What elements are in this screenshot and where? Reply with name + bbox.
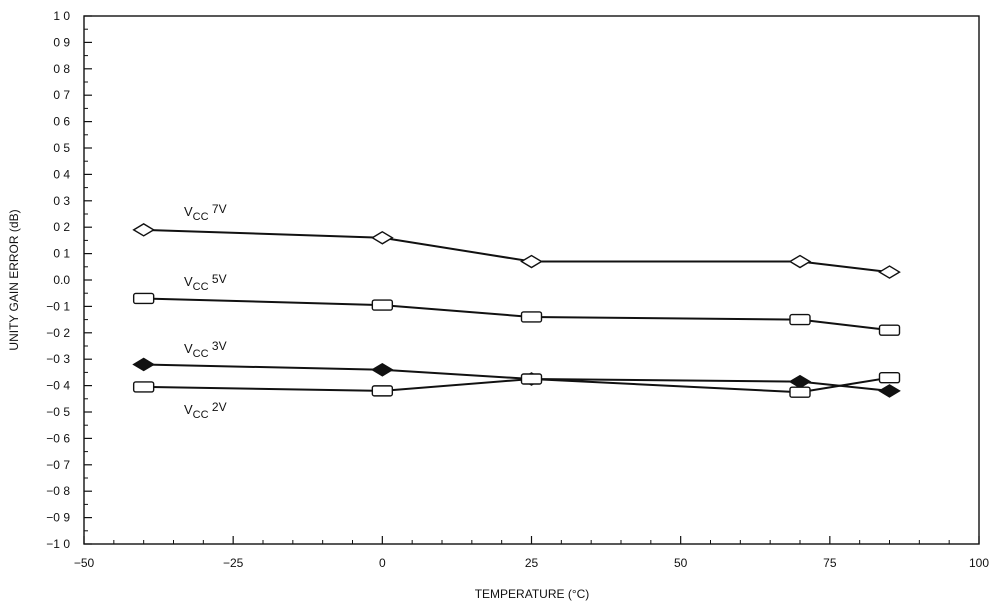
series-point xyxy=(370,230,394,245)
y-axis: 1 0 0 9 0 8 0 7 0 6 0 5 0 4 0 3 0 2 0 1 0.0 −0 1 −0 … xyxy=(46,9,92,551)
x-tick-label: 50 xyxy=(674,556,688,570)
series-line xyxy=(143,376,890,394)
y-tick-label: 0 4 xyxy=(53,167,70,181)
x-axis-title: TEMPERATURE (°C) xyxy=(475,587,590,601)
y-tick-label: 0 6 xyxy=(53,115,70,129)
y-tick-label: 0 5 xyxy=(53,141,70,155)
series-point xyxy=(788,374,812,389)
series-point xyxy=(788,254,812,269)
series-line xyxy=(143,228,890,274)
series-layer xyxy=(132,223,901,398)
series-point xyxy=(789,386,811,398)
x-tick-label: 0 xyxy=(379,556,386,570)
y-tick-label: 0 8 xyxy=(53,62,70,76)
series-point xyxy=(371,385,394,397)
y-tick-label: −1 0 xyxy=(46,537,70,551)
y-tick-label: 0 9 xyxy=(53,35,70,49)
y-tick-label: 0 7 xyxy=(53,88,70,102)
x-tick-label: −50 xyxy=(74,556,95,570)
series-label: VCC 5V xyxy=(184,272,227,293)
series-point xyxy=(132,292,155,305)
y-axis-title: UNITY GAIN ERROR (dB) xyxy=(7,209,21,350)
series-point xyxy=(371,299,394,311)
y-tick-label: −0 2 xyxy=(46,326,70,340)
y-tick-label: 0 3 xyxy=(53,194,70,208)
x-tick-label: 25 xyxy=(525,556,539,570)
x-tick-label: 75 xyxy=(823,556,837,570)
series-point xyxy=(132,381,155,393)
series-point xyxy=(132,357,156,372)
series-label: VCC 3V xyxy=(184,339,227,360)
y-tick-label: −0 4 xyxy=(46,379,70,393)
series-point xyxy=(878,324,901,336)
y-tick-label: −0 7 xyxy=(46,458,70,472)
series-label: VCC 7V xyxy=(184,202,227,223)
x-tick-label: 100 xyxy=(969,556,989,570)
series-labels: VCC 7V VCC 5V VCC 3V VCC 2V xyxy=(184,202,227,421)
series-point xyxy=(878,371,901,384)
series-point xyxy=(520,373,543,385)
series-point xyxy=(878,384,901,398)
y-tick-label: −0 8 xyxy=(46,484,70,498)
y-tick-label: 1 0 xyxy=(53,9,70,23)
y-tick-label: −0 3 xyxy=(46,352,70,366)
y-tick-label: −0 1 xyxy=(46,299,70,313)
series-point xyxy=(878,265,901,279)
y-tick-label: −0 6 xyxy=(46,431,70,445)
series-point xyxy=(370,362,394,377)
y-tick-label: −0 5 xyxy=(46,405,70,419)
x-tick-label: −25 xyxy=(223,556,244,570)
series-point xyxy=(132,223,156,237)
series-point xyxy=(789,313,811,326)
x-axis: −50 −25 0 25 50 75 100 xyxy=(74,536,989,570)
y-tick-label: 0 1 xyxy=(53,247,70,261)
series-point xyxy=(520,254,543,269)
y-tick-label: 0.0 xyxy=(53,273,70,287)
y-tick-label: −0 9 xyxy=(46,511,70,525)
series-point xyxy=(520,311,543,323)
series-line xyxy=(143,363,890,392)
y-tick-label: 0 2 xyxy=(53,220,70,234)
series-line xyxy=(143,297,890,332)
series-label: VCC 2V xyxy=(184,400,227,421)
